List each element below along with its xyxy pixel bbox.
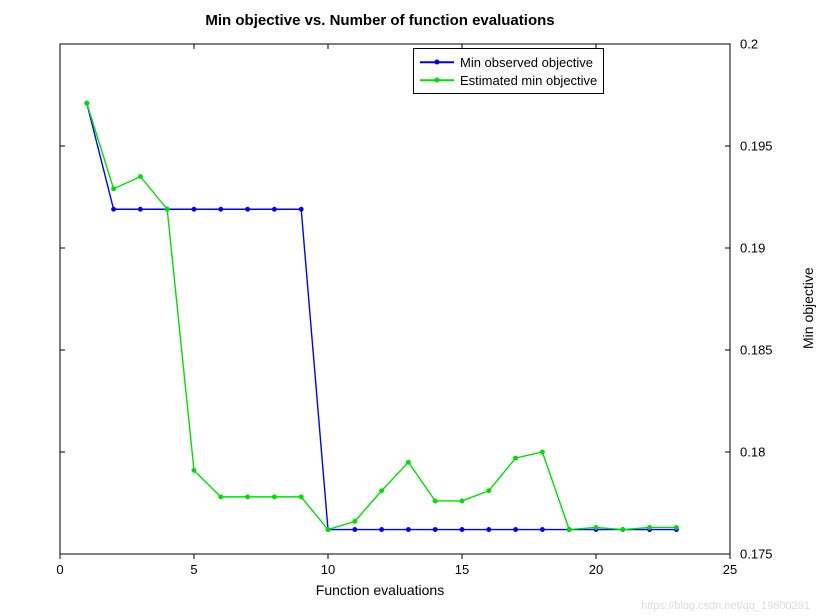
plot-area	[0, 0, 820, 616]
legend-label: Min observed objective	[460, 55, 593, 70]
x-tick-label: 20	[589, 562, 603, 577]
chart-container: Min objective vs. Number of function eva…	[0, 0, 820, 616]
watermark-text: https://blog.csdn.net/qq_19600291	[641, 600, 810, 612]
y-axis-label: Min objective	[800, 0, 816, 616]
y-tick-label: 0.195	[740, 139, 773, 154]
y-tick-label: 0.2	[740, 37, 758, 52]
legend-swatch	[420, 56, 454, 68]
y-tick-label: 0.19	[740, 241, 765, 256]
legend-swatch	[420, 74, 454, 86]
y-tick-label: 0.185	[740, 343, 773, 358]
y-tick-label: 0.175	[740, 547, 773, 562]
legend: Min observed objective Estimated min obje…	[413, 48, 604, 94]
x-tick-label: 25	[723, 562, 737, 577]
x-tick-label: 0	[56, 562, 63, 577]
legend-label: Estimated min objective	[460, 73, 597, 88]
x-axis-label: Function evaluations	[0, 582, 760, 598]
x-tick-label: 10	[321, 562, 335, 577]
legend-item: Estimated min objective	[420, 71, 597, 89]
x-tick-label: 15	[455, 562, 469, 577]
legend-item: Min observed objective	[420, 53, 597, 71]
x-tick-label: 5	[190, 562, 197, 577]
y-tick-label: 0.18	[740, 445, 765, 460]
